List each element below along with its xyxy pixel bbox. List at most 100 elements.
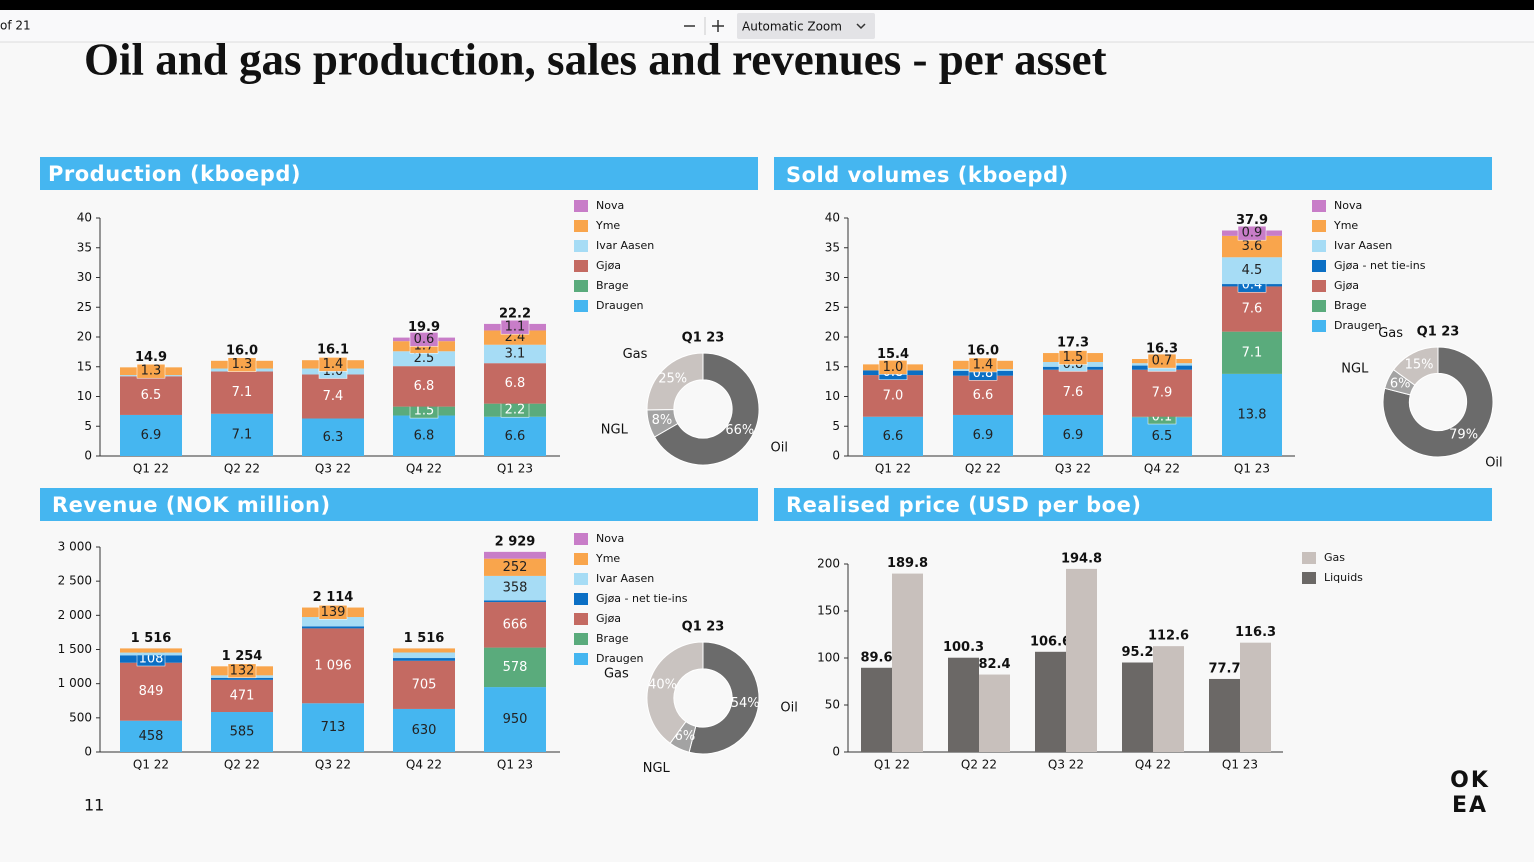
y-tick-label: 30: [77, 270, 92, 284]
legend-swatch: [1302, 552, 1316, 564]
data-label: 1.0: [883, 360, 904, 375]
y-tick-label: 25: [825, 300, 840, 314]
data-label: 6.8: [505, 376, 526, 391]
x-tick-label: Q3 22: [315, 758, 351, 772]
bar-segment: [393, 415, 455, 456]
bar-segment: [484, 416, 546, 456]
total-label: 14.9: [135, 350, 167, 365]
label-box: [227, 357, 257, 372]
pie-slice: [646, 641, 704, 745]
legend-swatch: [574, 613, 588, 625]
total-label: 2 114: [313, 590, 354, 605]
legend-swatch: [574, 653, 588, 665]
bar-segment: [1132, 369, 1192, 417]
data-label: 1.5: [414, 404, 435, 419]
pie-value-label: 79%: [1449, 428, 1478, 443]
total-label: 37.9: [1236, 213, 1268, 228]
legend-label: Draugen: [596, 652, 643, 665]
data-label: 6.9: [1063, 428, 1084, 443]
total-label: 19.9: [408, 320, 440, 335]
legend-label: Draugen: [1334, 319, 1381, 332]
data-label: 849: [139, 684, 164, 699]
bar: [948, 657, 979, 752]
x-tick-label: Q4 22: [1135, 758, 1171, 772]
page-number: 11: [84, 796, 104, 815]
total-label: 16.0: [967, 343, 999, 358]
x-tick-label: Q3 22: [315, 462, 351, 476]
data-label: 77.7: [1208, 661, 1240, 676]
bar-segment: [302, 418, 364, 456]
bar-segment: [393, 366, 455, 407]
y-tick-label: 2 500: [58, 574, 92, 588]
legend-label: Gjøa - net tie-ins: [1334, 259, 1426, 272]
legend-swatch: [1312, 220, 1326, 232]
bar-segment: [302, 374, 364, 419]
bar-segment: [302, 628, 364, 704]
bar: [1240, 642, 1271, 752]
data-label: 0.9: [1242, 226, 1263, 241]
bar-segment: [863, 375, 923, 417]
bar-segment: [393, 648, 455, 653]
data-label: 6.9: [973, 428, 994, 443]
data-label: 252: [503, 560, 528, 575]
bar-segment: [484, 344, 546, 364]
data-label: 7.6: [1063, 385, 1084, 400]
data-label: 358: [503, 581, 528, 596]
x-tick-label: Q4 22: [1144, 462, 1180, 476]
x-tick-label: Q1 23: [1222, 758, 1258, 772]
legend-label: Nova: [596, 199, 624, 212]
total-label: 15.4: [877, 347, 909, 362]
data-label: 7.9: [1152, 386, 1173, 401]
panel-header: [774, 488, 1492, 521]
legend-label: Ivar Aasen: [596, 572, 654, 585]
y-tick-label: 10: [825, 389, 840, 403]
bar-segment: [211, 679, 273, 713]
legend-label: Gas: [1324, 551, 1345, 564]
legend-swatch: [574, 240, 588, 252]
legend-label: Brage: [1334, 299, 1367, 312]
bar-segment: [484, 330, 546, 345]
panel-header: [774, 157, 1492, 190]
data-label: 6.8: [414, 428, 435, 443]
label-box: [409, 332, 439, 347]
slide-title: Oil and gas production, sales and revenu…: [84, 34, 1107, 84]
zoom-select[interactable]: [737, 13, 875, 39]
y-tick-label: 25: [77, 300, 92, 314]
y-tick-label: 5: [84, 419, 92, 433]
legend-swatch: [574, 220, 588, 232]
data-label: 713: [321, 720, 346, 735]
data-label: 705: [412, 677, 437, 692]
data-label: 100.3: [943, 640, 984, 655]
label-box: [1147, 353, 1177, 369]
panel-title: Production (kboepd): [48, 162, 301, 186]
data-label: 7.1: [1242, 345, 1263, 360]
legend-label: Liquids: [1324, 571, 1363, 584]
x-tick-label: Q1 23: [1234, 462, 1270, 476]
zoom-in-button[interactable]: [712, 20, 724, 32]
x-tick-label: Q2 22: [965, 462, 1001, 476]
legend-swatch: [1312, 280, 1326, 292]
pie-category-label: NGL: [643, 761, 671, 776]
data-label: 2.2: [505, 403, 526, 418]
panel-header: [40, 488, 758, 521]
pie-title: Q1 23: [682, 331, 725, 346]
data-label: 666: [503, 617, 528, 632]
y-tick-label: 40: [77, 211, 92, 225]
panel-title: Realised price (USD per boe): [786, 493, 1141, 517]
data-label: 7.1: [232, 427, 253, 442]
legend-label: Gjøa: [596, 259, 621, 272]
x-tick-label: Q4 22: [406, 758, 442, 772]
y-tick-label: 0: [84, 745, 92, 759]
legend-swatch: [1312, 320, 1326, 332]
legend-label: Ivar Aasen: [596, 239, 654, 252]
y-tick-label: 0: [832, 745, 840, 759]
bar: [1209, 678, 1240, 752]
legend-swatch: [1312, 300, 1326, 312]
bar-segment: [1043, 414, 1103, 456]
bar-segment: [393, 660, 455, 709]
label-box: [968, 357, 998, 373]
y-tick-label: 35: [77, 240, 92, 254]
label-box: [878, 360, 908, 375]
bar: [1153, 646, 1184, 752]
bar-segment: [484, 647, 546, 688]
